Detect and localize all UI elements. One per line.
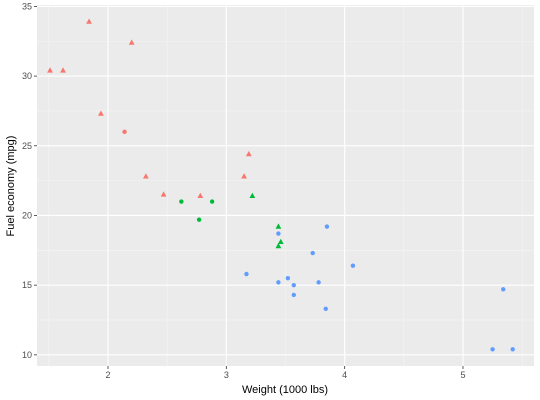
data-point-circle — [179, 199, 184, 204]
data-point-circle — [285, 275, 291, 281]
data-point-circle — [501, 287, 506, 292]
data-point-circle — [323, 306, 328, 312]
data-point-triangle — [60, 67, 66, 73]
data-point-circle — [291, 292, 296, 298]
y-tick-label: 15 — [22, 280, 32, 290]
data-point-circle — [196, 217, 202, 222]
data-point-circle — [244, 271, 249, 277]
y-tick-label: 25 — [22, 141, 32, 151]
x-tick-label: 3 — [224, 370, 229, 380]
y-axis-title: Fuel economy (mpg) — [5, 136, 17, 237]
y-tick-label: 10 — [22, 350, 32, 360]
data-point-triangle — [275, 223, 282, 229]
y-tick-label: 35 — [22, 1, 32, 11]
data-point-triangle — [47, 67, 53, 73]
data-point-triangle — [245, 150, 252, 157]
data-point-triangle — [142, 173, 149, 179]
data-point-circle — [316, 280, 321, 285]
data-point-circle — [324, 224, 330, 229]
major-gridlines — [37, 5, 534, 366]
y-tick-label: 20 — [22, 210, 32, 220]
data-point-triangle — [86, 18, 92, 24]
data-point-circle — [510, 347, 515, 352]
data-points — [47, 18, 515, 352]
x-tick-label: 5 — [460, 370, 465, 380]
x-tick-label: 4 — [342, 370, 347, 380]
data-point-triangle — [241, 173, 247, 179]
data-point-circle — [209, 199, 215, 204]
x-tick-label: 2 — [105, 370, 110, 380]
data-point-circle — [291, 282, 296, 288]
x-axis-ticks: 2 3 4 5 — [105, 366, 466, 380]
minor-gridlines — [37, 5, 534, 366]
data-point-triangle — [197, 192, 204, 199]
data-point-circle — [310, 250, 315, 256]
data-point-circle — [276, 280, 281, 285]
data-point-triangle — [98, 110, 104, 116]
data-point-circle — [490, 347, 495, 352]
data-point-circle — [122, 129, 127, 135]
y-tick-label: 30 — [22, 71, 32, 81]
data-point-circle — [350, 263, 356, 268]
x-axis-title: Weight (1000 lbs) — [242, 384, 328, 396]
data-point-triangle — [277, 238, 284, 245]
data-point-triangle — [128, 39, 135, 45]
data-point-circle — [276, 231, 281, 236]
data-point-triangle — [249, 192, 256, 199]
data-point-triangle — [160, 191, 167, 197]
data-point-triangle — [275, 242, 282, 249]
y-axis-ticks: 10 15 20 25 30 35 — [22, 1, 37, 360]
